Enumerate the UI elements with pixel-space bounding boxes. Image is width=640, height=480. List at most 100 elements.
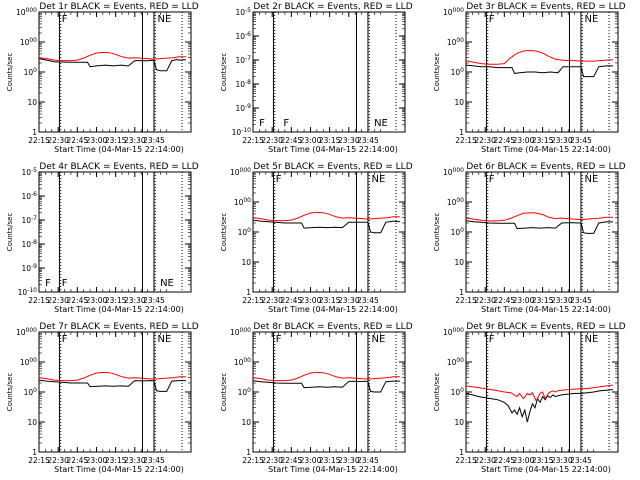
y-tick-exponent: 00 [243,357,251,364]
x-axis-label: Start Time (04-Mar-15 22:14:00) [481,145,611,154]
x-tick-label: 22:30 [47,296,69,305]
panel-det-7: Det 7r BLACK = Events, RED = LLD 1 10 100 10… [6,322,199,474]
x-tick-label: 22:15 [242,456,264,465]
flag-label: F [45,278,51,289]
y-tick-exponent: -5 [31,167,37,174]
x-axis-label: Start Time (04-Mar-15 22:14:00) [54,465,184,474]
x-tick-label: 23:15 [105,456,127,465]
y-tick-exponent: 000 [453,327,465,334]
panel-det-4: Det 4r BLACK = Events, RED = LLD 10-10 10-… [6,162,199,314]
plot-frame [465,11,619,133]
y-tick-exponent: -8 [245,79,251,86]
panel-title: Det 4r BLACK = Events, RED = LLD [39,162,198,172]
x-tick-label: 23:30 [124,296,146,305]
y-tick-exponent: 000 [240,167,252,174]
y-tick-exponent: -6 [245,31,251,38]
y-tick-label: 10 [454,418,464,427]
x-tick-label: 22:30 [474,456,496,465]
plot-frame [252,331,406,453]
y-tick-label: 1000 [234,197,251,207]
y-tick-label: 100 [451,227,465,237]
x-axis-label: Start Time (04-Mar-15 22:14:00) [268,465,398,474]
x-tick-label: 22:15 [455,136,477,145]
y-tick-label: 1 [246,448,251,457]
flag-label: F [283,118,289,129]
y-tick-label: 10 [454,98,464,107]
x-tick-label: 22:30 [261,456,283,465]
y-tick-exponent: 00 [29,357,37,364]
y-tick-exponent: 0 [460,387,464,394]
series-events-line [252,380,400,393]
y-tick-label: 10000 [443,327,464,337]
flag-label: F [489,174,495,185]
panel-title: Det 1r BLACK = Events, RED = LLD [39,2,198,12]
x-tick-label: 23:15 [105,296,127,305]
x-tick-label: 22:45 [494,136,516,145]
plot-frame [252,11,406,133]
panel-det-9: Det 9r BLACK = Events, RED = LLD 1 10 100 10… [433,322,626,474]
x-tick-label: 22:45 [281,296,303,305]
flag-label: NE [374,118,388,129]
x-tick-label: 22:30 [261,136,283,145]
series-events-line [38,58,186,72]
x-tick-label: 23:00 [300,456,322,465]
y-tick-exponent: 0 [33,67,37,74]
y-tick-label: 1000 [447,357,464,367]
x-tick-label: 23:30 [338,296,360,305]
series-lld-line [465,212,613,222]
x-axis-label: Start Time (04-Mar-15 22:14:00) [481,305,611,314]
flag-label: F [276,334,282,345]
y-tick-label: 10-8 [235,79,251,89]
x-tick-label: 23:30 [124,136,146,145]
x-tick-label: 23:15 [532,456,554,465]
x-tick-label: 22:45 [67,296,89,305]
x-tick-label: 23:00 [513,136,535,145]
y-tick-exponent: -9 [31,263,37,270]
panel-det-2: Det 2r BLACK = Events, RED = LLD 10-10 10-… [220,2,413,154]
y-tick-label: 10000 [443,7,464,17]
x-tick-label: 22:30 [47,136,69,145]
panel-title: Det 9r BLACK = Events, RED = LLD [466,322,625,332]
y-tick-label: 1000 [20,357,37,367]
y-tick-label: 10 [241,258,251,267]
plot-frame [38,11,192,133]
y-tick-label: 10-7 [235,55,251,65]
x-tick-label: 22:15 [242,136,264,145]
y-tick-exponent: 0 [33,387,37,394]
flag-label: NE [585,334,599,345]
x-tick-label: 22:30 [474,136,496,145]
y-tick-exponent: 0 [460,67,464,74]
y-tick-label: 10000 [230,327,251,337]
series-lld-line [465,49,613,65]
x-tick-label: 23:00 [86,456,108,465]
plot-frame [465,171,619,293]
panel-title: Det 7r BLACK = Events, RED = LLD [39,322,198,332]
y-tick-label: 10-8 [21,239,37,249]
series-events-line [465,220,613,234]
y-axis-label: Counts/sec [433,53,441,92]
y-tick-exponent: 00 [456,37,464,44]
x-tick-label: 22:45 [494,296,516,305]
y-tick-label: 10000 [16,7,37,17]
y-axis-label: Counts/sec [220,373,228,412]
y-tick-exponent: 00 [29,37,37,44]
y-tick-label: 10-7 [21,215,37,225]
panel-title: Det 2r BLACK = Events, RED = LLD [253,2,412,12]
panel-title: Det 5r BLACK = Events, RED = LLD [253,162,412,172]
y-tick-label: 1000 [447,37,464,47]
y-tick-label: 10 [454,258,464,267]
y-tick-label: 100 [451,387,465,397]
series-events-line [252,219,400,234]
x-tick-label: 22:15 [28,136,50,145]
y-tick-exponent: 00 [243,197,251,204]
y-tick-label: 1 [32,448,37,457]
y-tick-label: 100 [451,67,465,77]
panel-det-1: Det 1r BLACK = Events, RED = LLD 1 10 100 10… [6,2,199,154]
x-tick-label: 23:00 [513,296,535,305]
x-tick-label: 23:00 [86,136,108,145]
y-tick-label: 10000 [16,327,37,337]
flag-label: NE [585,174,599,185]
x-tick-label: 23:00 [86,296,108,305]
x-tick-label: 23:15 [532,296,554,305]
